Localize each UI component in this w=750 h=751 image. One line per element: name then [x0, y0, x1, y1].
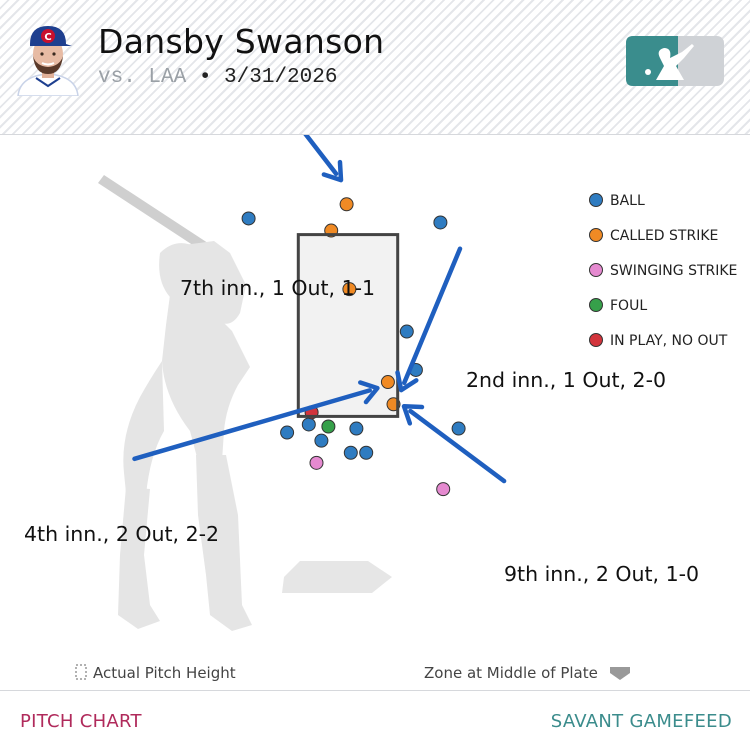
pitch-ball-2	[399, 324, 414, 339]
dashed-box-icon	[75, 664, 87, 680]
player-name: Dansby Swanson	[98, 22, 385, 61]
strike-zone	[296, 233, 400, 418]
actual-pitch-height-note: Actual Pitch Height	[75, 664, 236, 682]
legend-label-ball: BALL	[610, 193, 645, 209]
legend-label-in-play-no-out: IN PLAY, NO OUT	[610, 333, 728, 349]
pitch-ball-3	[280, 425, 295, 440]
header: C Dansby Swanson vs. LAA • 3/31/2026	[0, 0, 750, 135]
actual-pitch-height-label: Actual Pitch Height	[93, 664, 236, 682]
game-info: vs. LAA • 3/31/2026	[98, 66, 337, 89]
callout-arrow-3	[132, 388, 372, 462]
zone-middle-plate-note: Zone at Middle of Plate	[424, 664, 630, 682]
callout-arrow-1	[303, 135, 339, 176]
callout-label-1: 7th inn., 1 Out, 1-1	[180, 276, 375, 300]
pitch-called-strike-3	[380, 375, 395, 390]
pitch-ball-10	[451, 421, 466, 436]
pitch-ball-8	[359, 445, 374, 460]
plate-icon	[610, 667, 630, 680]
pitch-ball-0	[241, 211, 256, 226]
pitch-swinging-strike-0	[309, 455, 324, 470]
player-avatar: C	[17, 26, 79, 96]
pitch-ball-6	[349, 421, 364, 436]
savant-gamefeed-link[interactable]: SAVANT GAMEFEED	[550, 711, 732, 732]
svg-text:C: C	[44, 32, 51, 43]
callout-arrow-4	[408, 408, 507, 484]
callout-arrows: 7th inn., 1 Out, 1-1 2nd inn., 1 Out, 2-0…	[24, 135, 699, 586]
pitch-called-strike-1	[339, 197, 354, 212]
pitch-ball-5	[314, 433, 329, 448]
strike-zone-fill	[298, 234, 398, 417]
pitch-ball-7	[343, 445, 358, 460]
legend-label-foul: FOUL	[610, 298, 647, 314]
mlb-logo	[626, 36, 724, 86]
legend-marker-swinging-strike	[589, 263, 603, 277]
pitch-foul-0	[321, 419, 336, 434]
pitch-chart-link[interactable]: PITCH CHART	[20, 711, 142, 732]
pitch-chart: 7th inn., 1 Out, 1-1 2nd inn., 1 Out, 2-0…	[24, 135, 737, 682]
pitch-ball-1	[433, 215, 448, 230]
callout-label-4: 9th inn., 2 Out, 1-0	[504, 562, 699, 586]
callout-arrow-2	[402, 246, 463, 386]
legend-marker-called-strike	[589, 228, 603, 242]
callout-label-3: 4th inn., 2 Out, 2-2	[24, 522, 219, 546]
opponent-label: vs. LAA	[98, 66, 187, 89]
legend: BALL CALLED STRIKE SWINGING STRIKE FOUL IN P…	[589, 193, 737, 349]
callout-label-2: 2nd inn., 1 Out, 2-0	[466, 368, 666, 392]
legend-marker-ball	[589, 193, 603, 207]
footer: PITCH CHART SAVANT GAMEFEED	[0, 690, 750, 751]
batter-silhouette	[98, 175, 252, 631]
legend-marker-in-play-no-out	[589, 333, 603, 347]
game-date: 3/31/2026	[224, 66, 338, 89]
home-plate	[282, 561, 392, 593]
callout-arrowhead-1	[321, 159, 344, 183]
separator-dot: •	[198, 66, 212, 89]
callout-arrowhead-3	[358, 380, 380, 405]
pitch-swinging-strike-1	[436, 482, 451, 497]
legend-label-called-strike: CALLED STRIKE	[610, 228, 718, 244]
pitch-called-strike-2	[342, 282, 357, 297]
callout-arrowhead-4	[401, 404, 425, 426]
callout-arrowhead-2	[395, 370, 419, 393]
pitch-ball-4	[301, 417, 316, 432]
zone-middle-plate-label: Zone at Middle of Plate	[424, 664, 598, 682]
legend-marker-foul	[589, 298, 603, 312]
legend-label-swinging-strike: SWINGING STRIKE	[610, 263, 737, 279]
